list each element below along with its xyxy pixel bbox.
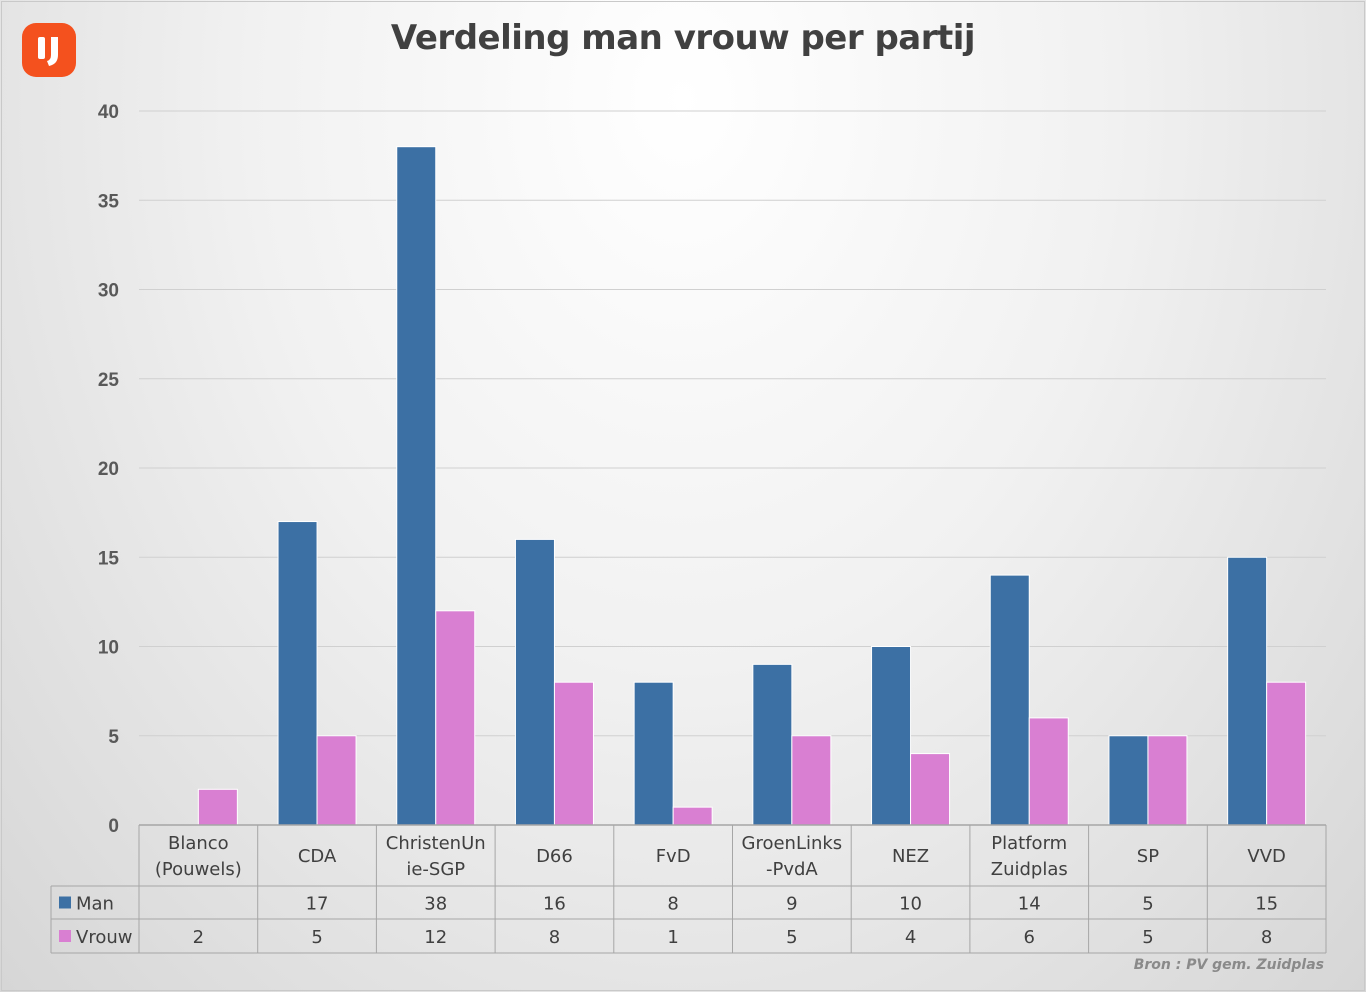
data-table-cell: 1 bbox=[667, 927, 678, 948]
category-label: NEZ bbox=[892, 846, 929, 867]
data-table-cell: 17 bbox=[306, 894, 329, 915]
bar-man bbox=[396, 146, 437, 826]
category-label: VVD bbox=[1247, 846, 1286, 867]
bar-vrouw bbox=[910, 753, 951, 826]
bar-man bbox=[752, 663, 793, 826]
category-label: GroenLinks -PvdA bbox=[742, 833, 843, 880]
data-table-cell: 15 bbox=[1255, 894, 1278, 915]
data-table-cell: 8 bbox=[667, 894, 678, 915]
category-label: SP bbox=[1137, 846, 1159, 867]
source-note: Bron : PV gem. Zuidplas bbox=[1133, 957, 1324, 973]
category-label: Blanco (Pouwels) bbox=[155, 833, 242, 880]
y-tick-label: 40 bbox=[98, 102, 119, 123]
legend-key-vrouw bbox=[59, 930, 71, 942]
bar-man bbox=[871, 646, 912, 826]
y-tick-label: 15 bbox=[98, 548, 120, 569]
legend-key-man bbox=[59, 896, 71, 909]
data-table-cell: 9 bbox=[786, 894, 797, 915]
bar-man bbox=[514, 538, 555, 826]
y-tick-label: 35 bbox=[98, 191, 120, 212]
legend-label: Vrouw bbox=[76, 927, 132, 948]
chart-title: Verdeling man vrouw per partij bbox=[390, 18, 976, 58]
data-table-cell: 14 bbox=[1018, 894, 1041, 915]
bar-vrouw bbox=[316, 735, 357, 826]
data-table-cell: 8 bbox=[549, 927, 560, 948]
data-table-cell: 5 bbox=[1142, 927, 1153, 948]
bar-vrouw bbox=[435, 610, 476, 826]
y-tick-label: 10 bbox=[98, 638, 119, 659]
category-label: D66 bbox=[536, 846, 573, 867]
y-tick-label: 5 bbox=[108, 727, 119, 748]
category-label: FvD bbox=[656, 846, 691, 867]
bar-vrouw bbox=[1266, 681, 1307, 826]
y-tick-label: 20 bbox=[98, 459, 119, 480]
y-tick-label: 25 bbox=[98, 370, 120, 391]
data-table-cell: 5 bbox=[311, 927, 322, 948]
brand-logo bbox=[22, 23, 76, 77]
bar-man bbox=[1108, 735, 1149, 826]
bar-man bbox=[633, 681, 674, 826]
data-table-cell: 10 bbox=[899, 894, 922, 915]
bar-vrouw bbox=[672, 806, 713, 826]
logo-mark-icon bbox=[38, 37, 58, 66]
data-table-cell: 5 bbox=[1142, 894, 1153, 915]
bar-vrouw bbox=[1147, 735, 1188, 826]
bar-vrouw bbox=[553, 681, 594, 826]
category-label: ChristenUn ie-SGP bbox=[386, 833, 486, 880]
data-table-cell: 16 bbox=[543, 894, 566, 915]
legend-label: Man bbox=[76, 894, 114, 915]
bar-vrouw bbox=[197, 788, 238, 826]
bar-vrouw bbox=[791, 735, 832, 826]
data-table-cell: 2 bbox=[193, 927, 204, 948]
data-table-cell: 38 bbox=[424, 894, 447, 915]
bar-vrouw bbox=[1028, 717, 1069, 826]
category-label: CDA bbox=[298, 846, 337, 867]
data-table-cell: 5 bbox=[786, 927, 797, 948]
category-label: Platform Zuidplas bbox=[991, 833, 1068, 880]
data-table-cell: 6 bbox=[1024, 927, 1035, 948]
data-table-cell: 12 bbox=[424, 927, 447, 948]
y-tick-label: 0 bbox=[108, 816, 119, 837]
bar-man bbox=[989, 574, 1030, 826]
data-table-cell: 8 bbox=[1261, 927, 1272, 948]
data-table-cell: 4 bbox=[905, 927, 916, 948]
bar-man bbox=[277, 521, 318, 826]
bar-man bbox=[1227, 556, 1268, 826]
y-tick-label: 30 bbox=[98, 281, 119, 302]
